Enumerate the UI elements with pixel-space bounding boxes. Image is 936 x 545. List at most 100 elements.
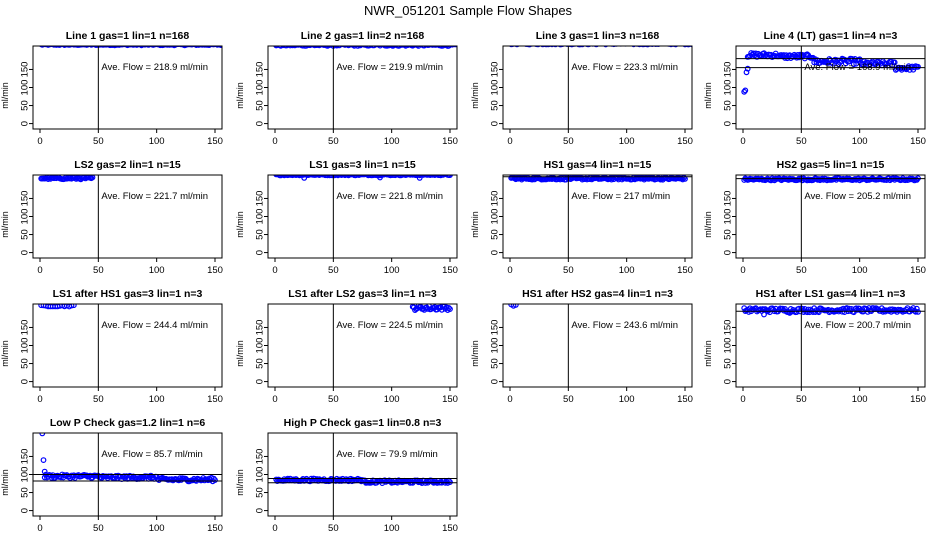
data-point: [593, 46, 599, 48]
data-point: [697, 42, 702, 47]
data-point: [676, 46, 680, 47]
y-tick-label: 150: [255, 449, 266, 465]
data-point: [178, 46, 184, 48]
annotation-ave-flow: Ave. Flow = 168.9 ml/min: [804, 62, 911, 73]
data-point: [57, 46, 63, 48]
data-point: [512, 304, 519, 308]
y-axis-label: ml/min: [703, 340, 713, 367]
chart-panel-7: HS1 gas=4 lin=1 n=15 Ave. Flow = 217 ml/m…: [470, 159, 693, 276]
data-point: [164, 46, 170, 48]
data-point: [891, 59, 898, 66]
data-point: [682, 46, 688, 48]
x-tick-label: 0: [507, 265, 512, 276]
data-point: [353, 175, 360, 178]
annotation-ave-flow: Ave. Flow = 205.2 ml/min: [804, 191, 911, 202]
y-tick-label: 100: [490, 209, 501, 225]
data-point: [668, 46, 674, 48]
data-point: [662, 41, 667, 46]
data-point: [316, 46, 323, 49]
data-point: [409, 46, 416, 49]
y-axis: 0 50 100 150: [490, 62, 503, 126]
data-point: [228, 43, 233, 48]
data-point: [70, 304, 77, 309]
data-point: [226, 43, 231, 48]
y-tick-label: 150: [20, 62, 31, 78]
data-point: [445, 46, 452, 49]
data-point: [686, 46, 691, 48]
y-axis-label: ml/min: [0, 340, 10, 367]
data-point: [579, 46, 585, 48]
reference-lines: [268, 433, 457, 516]
data-point: [287, 175, 294, 178]
x-tick-label: 0: [507, 394, 512, 405]
y-axis-label: ml/min: [235, 340, 245, 367]
data-point: [456, 46, 457, 47]
x-axis: 0 50 100 150: [37, 257, 223, 276]
data-point: [416, 175, 423, 181]
x-tick-label: 150: [910, 265, 926, 276]
data-point: [675, 40, 680, 45]
data-point: [396, 46, 403, 49]
x-tick-label: 50: [93, 136, 104, 147]
data-point: [603, 46, 609, 48]
data-point: [377, 46, 383, 49]
data-point: [693, 41, 698, 46]
data-point: [61, 46, 68, 48]
chart-panel-10: LS1 after LS2 gas=3 lin=1 n=3 Ave. Flow =…: [235, 288, 458, 405]
data-point: [850, 61, 857, 68]
data-point: [516, 40, 521, 45]
data-point: [68, 304, 75, 309]
data-point: [841, 309, 848, 316]
y-axis: 0 50 100 150: [490, 320, 503, 384]
data-point: [421, 46, 428, 49]
data-point: [360, 46, 365, 48]
y-tick-label: 0: [20, 508, 31, 513]
data-point: [321, 46, 327, 48]
data-point: [466, 43, 471, 48]
y-tick-label: 100: [723, 80, 734, 96]
data-point: [631, 46, 637, 48]
data-point: [314, 46, 320, 48]
chart-panel-9: LS1 after HS1 gas=3 lin=1 n=3 Ave. Flow =…: [0, 288, 223, 405]
x-tick-label: 100: [149, 265, 165, 276]
reference-lines: [736, 304, 925, 387]
x-tick-label: 50: [563, 265, 574, 276]
panel-title: HS1 after HS2 gas=4 lin=1 n=3: [522, 288, 673, 300]
data-point: [224, 42, 229, 47]
panel-title: Low P Check gas=1.2 lin=1 n=6: [50, 417, 205, 429]
x-tick-label: 50: [93, 265, 104, 276]
chart-panel-12: HS1 after LS1 gas=4 lin=1 n=3 Ave. Flow =…: [703, 288, 926, 405]
data-point: [231, 42, 236, 47]
data-point: [704, 42, 709, 47]
data-point: [677, 41, 682, 46]
data-point: [116, 46, 123, 48]
y-tick-label: 50: [255, 229, 266, 240]
x-tick-label: 0: [272, 136, 277, 147]
data-point: [557, 46, 561, 47]
panel-title: Line 1 gas=1 lin=1 n=168: [66, 30, 190, 42]
x-tick-label: 150: [910, 394, 926, 405]
data-point: [41, 474, 48, 481]
data-point: [512, 46, 517, 47]
plot-frame: [32, 45, 223, 130]
data-point: [573, 46, 578, 47]
data-point: [223, 42, 228, 47]
data-point: [391, 46, 397, 49]
data-point: [527, 46, 533, 48]
data-point: [619, 46, 623, 47]
x-tick-label: 50: [796, 265, 807, 276]
data-point: [291, 46, 298, 49]
x-axis: 0 50 100 150: [272, 257, 458, 276]
data-point: [354, 46, 361, 49]
y-tick-label: 150: [490, 62, 501, 78]
data-point: [350, 46, 356, 48]
data-point: [429, 175, 436, 178]
x-tick-label: 100: [149, 394, 165, 405]
data-point: [514, 46, 518, 47]
data-point: [135, 46, 141, 48]
y-axis-label: ml/min: [0, 211, 10, 238]
x-tick-label: 0: [272, 265, 277, 276]
y-tick-label: 50: [490, 100, 501, 111]
y-tick-label: 50: [20, 229, 31, 240]
data-point: [333, 46, 340, 49]
